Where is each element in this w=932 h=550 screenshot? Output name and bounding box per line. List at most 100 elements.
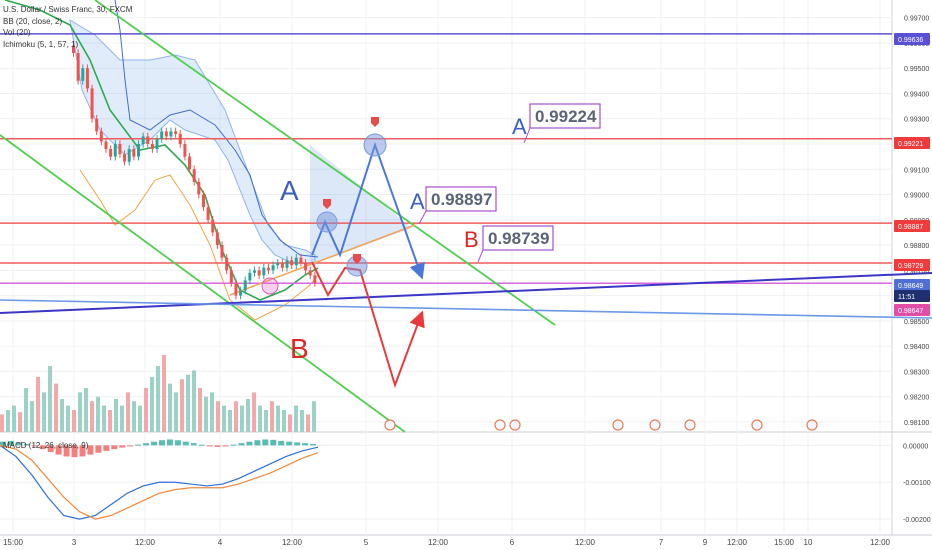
candle-body [304,262,308,271]
volume-bar [132,401,136,432]
bb-indicator-label[interactable]: BB (20, close, 2) [3,16,63,26]
economic-event-icon [806,419,818,431]
candle-body [113,144,117,157]
callout-price-text: 0.99224 [535,107,597,126]
trend-lines[interactable] [0,0,932,433]
volume-bar [282,410,286,432]
macd-histogram-bar [127,445,134,447]
candle-body [299,257,303,263]
price-tag-text: 0.99221 [898,141,923,148]
macd-histogram-bar [119,445,126,448]
volume-bar [252,392,256,432]
price-tick-label: 0.99300 [904,117,929,124]
price-tick-label: 0.98100 [904,420,929,427]
price-axis[interactable]: 0.997000.996000.995000.994000.993000.992… [894,16,930,427]
time-tick-label: 12:00 [727,538,748,547]
time-tick-label: 10 [804,538,813,547]
secondary-trend-line [0,299,932,319]
economic-event-icon [751,419,763,431]
macd-histogram-bar [302,443,309,446]
macd-tick-label: -0.00100 [903,480,931,487]
callout-letter: A [512,114,527,139]
horizontal-levels[interactable] [0,33,892,284]
volume-bar [30,401,34,432]
volume-bar [150,377,154,432]
candle-body [95,118,99,132]
price-tick-label: 0.98800 [904,243,929,250]
volume-bar [264,410,268,432]
candle-body [109,149,113,157]
volume-bar [246,399,250,432]
macd-histogram-bar [23,443,30,446]
volume-bar [162,355,166,432]
chart-drawings[interactable]: AB [261,117,818,431]
economic-event-icon [384,419,396,431]
macd-histogram-bar [182,441,189,446]
candle-body [215,232,219,246]
candle-body [132,149,136,157]
volume-bar [78,392,82,432]
candle-body [266,267,270,271]
volume-bar [258,405,262,432]
macd-histogram-bar [7,440,14,446]
candle-body [229,270,233,283]
time-tick-label: 3 [72,538,77,547]
pin-marker [353,254,361,264]
price-tag [894,137,930,149]
macd-histogram-bar [95,445,102,453]
candle-body [294,257,298,266]
macd-histogram-bar [39,445,46,450]
volume-bar [36,377,40,432]
volume-bar [12,405,16,432]
callout-price-text: 0.98897 [431,190,492,209]
volume-bar [144,388,148,432]
time-axis[interactable]: 15:00 3 12:00 4 12:00 5 12:00 6 12:00 7 9 12:00 15:0… [3,538,891,547]
symbol-title[interactable]: U.S. Dollar / Swiss Franc, 30, FXCM [3,5,133,14]
macd-legend[interactable]: MACD (12, 26, close, 9) [3,441,89,450]
volume-bar [288,414,292,432]
time-tick-label: 12:00 [870,538,891,547]
price-tick-label: 0.98500 [904,319,929,326]
support-trend-line [0,272,932,314]
candle-body [211,219,215,233]
candle-body [90,88,94,119]
volume-bar [84,388,88,432]
pin-marker [371,117,379,127]
price-callouts[interactable]: 0.99224 A 0.98897 A 0.98739 B [410,103,601,263]
price-tag-text: 11:51 [898,294,915,301]
time-tick-label: 12:00 [282,538,303,547]
macd-histogram-bar [151,441,157,446]
candle-body [313,275,317,283]
volume-bar [306,414,310,432]
macd-histogram-bar [143,443,150,446]
macd-histogram-bar [111,445,118,450]
signal-line [0,444,319,520]
candle-body [150,144,154,150]
volume-bar [210,392,214,432]
macd-histogram-bar [310,443,316,446]
macd-histogram-bar [135,444,142,446]
volume-bar [120,405,124,432]
callout-letter: B [464,227,479,252]
candle-body [253,270,257,273]
candle-body [72,45,75,54]
candle-body [262,267,266,276]
candle-body [136,144,140,157]
price-tick-label: 0.98400 [904,344,929,351]
candle-body [192,169,196,182]
candle-body [76,53,80,81]
volume-bar [54,383,58,432]
smiley-marker [261,277,279,295]
volume-bar [90,401,94,432]
candle-body [201,194,205,208]
callout-pointer [523,127,531,144]
vol-indicator-label[interactable]: Vol (20) [3,28,31,37]
macd-histogram-bar [71,445,78,458]
ichimoku-indicator-label[interactable]: Ichimoku (5, 1, 57, 1) [3,39,79,49]
price-tag [894,33,930,45]
candle-body [81,68,85,81]
volume-bar [312,401,316,432]
scenario-a-path [311,141,425,280]
price-tag-text: 0.98647 [898,308,923,315]
